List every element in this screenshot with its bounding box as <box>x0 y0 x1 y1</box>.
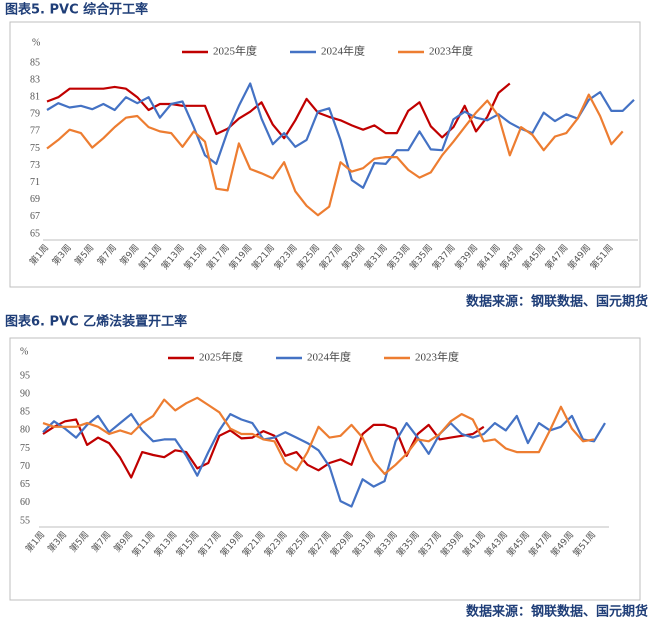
series-line <box>46 93 624 217</box>
legend-label: 2023年度 <box>429 44 473 58</box>
y-axis-unit: % <box>32 37 40 48</box>
legend-label: 2025年度 <box>199 350 243 364</box>
y-tick-label: 85 <box>30 57 40 68</box>
legend-label: 2024年度 <box>321 44 365 58</box>
y-tick-label: 67 <box>30 211 40 222</box>
y-tick-label: 90 <box>20 388 30 399</box>
chart-title: 图表6. PVC 乙烯法装置开工率 <box>5 314 187 330</box>
legend-label: 2024年度 <box>307 350 351 364</box>
chart-frame <box>9 337 641 601</box>
y-tick-label: 77 <box>30 126 40 137</box>
y-tick-label: 75 <box>20 443 30 454</box>
series-line <box>42 413 606 508</box>
y-tick-label: 85 <box>20 407 30 418</box>
y-tick-label: 60 <box>20 497 30 508</box>
y-tick-label: 70 <box>20 461 30 472</box>
y-tick-label: 69 <box>30 194 40 205</box>
legend-label: 2023年度 <box>415 350 459 364</box>
y-tick-label: 81 <box>30 91 40 102</box>
series-line <box>42 396 595 475</box>
legend-label: 2025年度 <box>213 44 257 58</box>
y-tick-label: 83 <box>30 74 40 85</box>
y-tick-label: 65 <box>20 479 30 490</box>
y-axis-unit: % <box>20 346 28 357</box>
series-line <box>46 82 635 189</box>
y-tick-label: 55 <box>20 515 30 526</box>
chart-frame <box>9 21 641 288</box>
y-tick-label: 71 <box>30 177 40 188</box>
y-tick-label: 65 <box>30 228 40 239</box>
source-note: 数据来源：钢联数据、国元期货 <box>466 604 648 620</box>
source-note: 数据来源：钢联数据、国元期货 <box>466 294 648 310</box>
y-tick-label: 73 <box>30 160 40 171</box>
y-tick-label: 79 <box>30 109 40 120</box>
y-tick-label: 80 <box>20 425 30 436</box>
y-tick-label: 95 <box>20 370 30 381</box>
y-tick-label: 75 <box>30 143 40 154</box>
chart-title: 图表5. PVC 综合开工率 <box>5 2 148 18</box>
series-line <box>46 82 511 140</box>
